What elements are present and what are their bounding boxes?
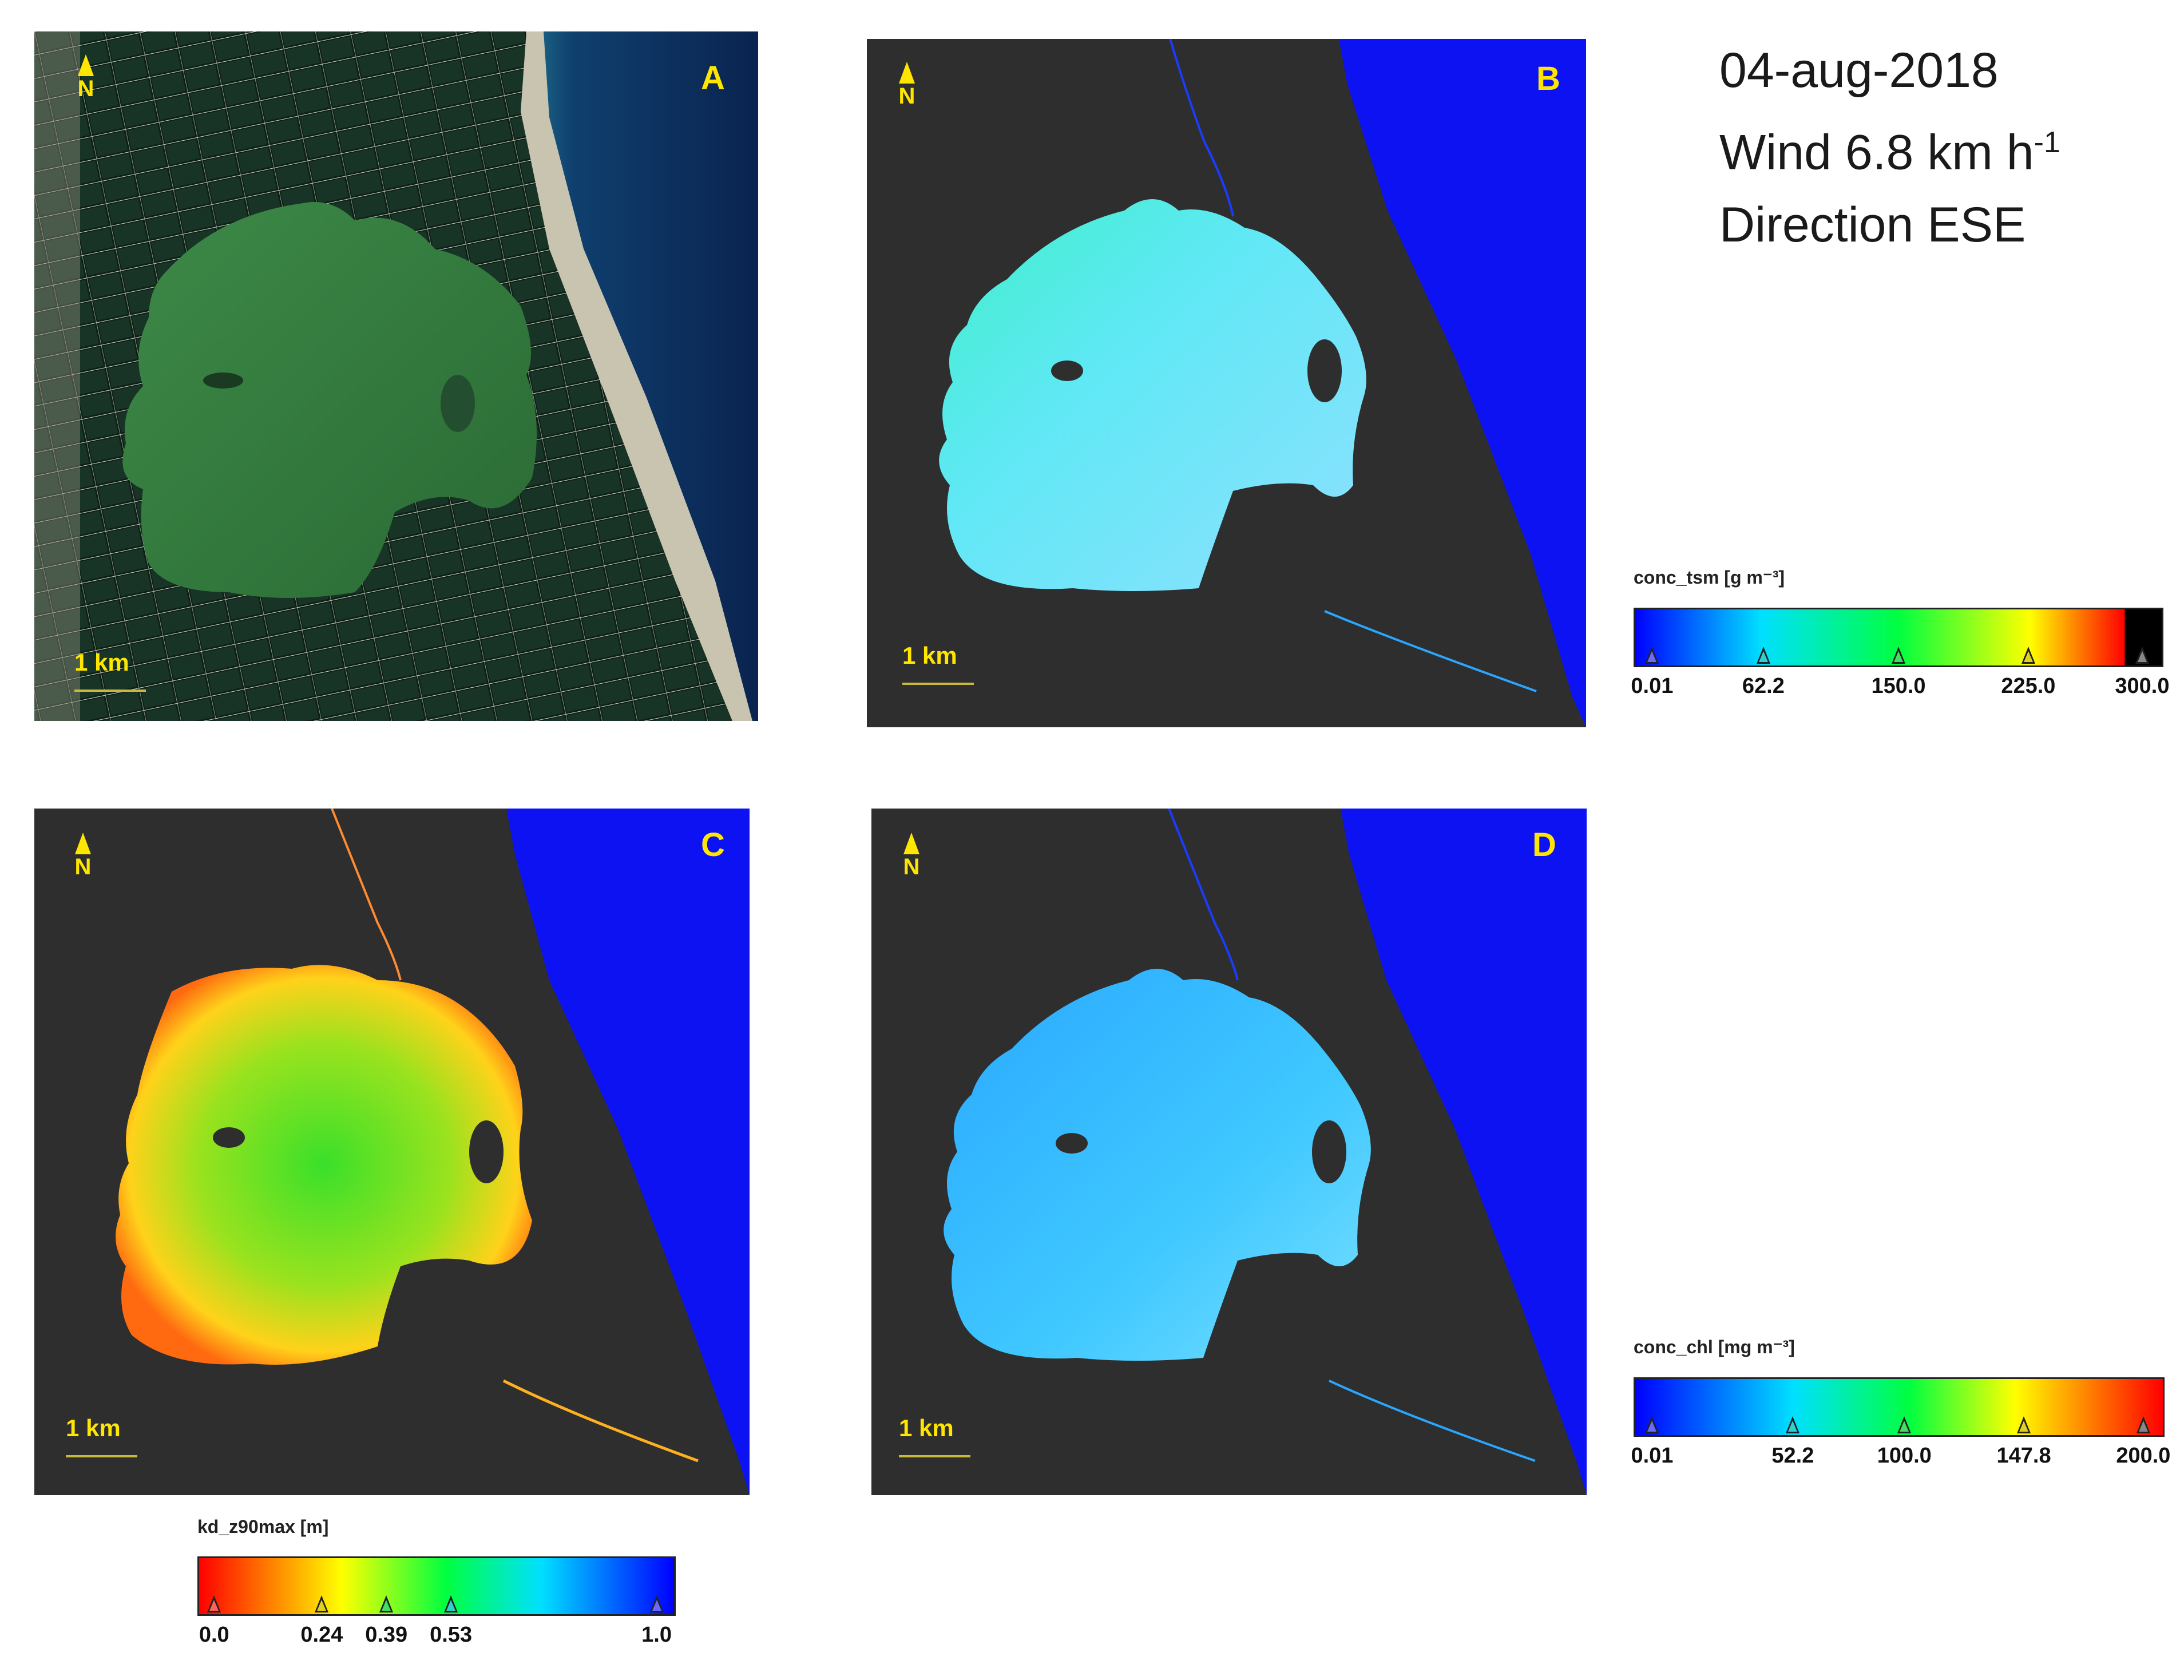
north-arrow-icon <box>75 833 91 854</box>
acquisition-info: 04-aug-2018 Wind 6.8 km h-1 Direction ES… <box>1719 34 2060 261</box>
scale-bar-d: 1 km <box>899 1415 970 1457</box>
legend-chl-ticks: 0.01 52.2 100.0 147.8 200.0 <box>1631 1416 2170 1485</box>
north-arrow-icon <box>899 62 915 84</box>
legend-tick-marker <box>1892 647 1905 664</box>
legend-chl-title: conc_chl [mg m⁻³] <box>1634 1337 1795 1357</box>
north-label: N <box>74 854 92 879</box>
legend-tick-label: 1.0 <box>641 1623 672 1647</box>
legend-tick-marker <box>444 1595 458 1612</box>
legend-tick-label: 147.8 <box>1996 1444 2051 1468</box>
wind-direction: Direction ESE <box>1719 197 2026 252</box>
north-arrow-c: N <box>66 833 100 879</box>
scale-label: 1 km <box>74 649 129 676</box>
tsm-map <box>867 39 1586 727</box>
north-arrow-icon <box>78 54 94 76</box>
legend-tick-label: 0.39 <box>365 1623 408 1647</box>
panel-c-label: C <box>701 826 725 863</box>
legend-tick-label: 225.0 <box>2001 674 2056 698</box>
wind-speed-exponent: -1 <box>2034 126 2060 159</box>
legend-kd-title: kd_z90max [m] <box>197 1516 329 1537</box>
legend-tick-label: 0.01 <box>1631 1444 1674 1468</box>
legend-tick-label: 200.0 <box>2116 1444 2171 1468</box>
panel-c-kd-map: N C 1 km <box>34 809 750 1495</box>
panel-a-satellite: N A 1 km <box>34 31 758 721</box>
legend-tick-marker <box>315 1595 329 1612</box>
legend-tsm-title: conc_tsm [g m⁻³] <box>1634 567 1785 588</box>
legend-tick-label: 0.0 <box>199 1623 229 1647</box>
legend-tick-marker <box>2135 647 2149 664</box>
scale-bar-line <box>899 1455 970 1457</box>
legend-tick-label: 0.24 <box>300 1623 343 1647</box>
scale-bar-a: 1 km <box>74 649 146 692</box>
legend-tick-label: 0.53 <box>430 1623 473 1647</box>
legend-tick-marker <box>207 1595 221 1612</box>
legend-tick-label: 62.2 <box>1742 674 1785 698</box>
legend-tsm: conc_tsm [g m⁻³] 0.01 62.2 150.0 225.0 300.0 <box>1631 566 2170 715</box>
legend-tick-marker <box>2017 1416 2031 1433</box>
wind-speed-text: Wind 6.8 km h <box>1719 125 2034 180</box>
legend-tick-label: 300.0 <box>2115 674 2170 698</box>
legend-tick-label: 0.01 <box>1631 674 1674 698</box>
chl-map <box>871 809 1587 1495</box>
legend-tick-marker <box>379 1595 394 1612</box>
scale-bar-b: 1 km <box>902 643 974 685</box>
north-label: N <box>903 854 920 879</box>
legend-tick-marker <box>2136 1416 2150 1433</box>
legend-tick-marker <box>1786 1416 1800 1433</box>
north-label: N <box>77 76 94 101</box>
north-label: N <box>898 84 915 109</box>
legend-tick-marker <box>1645 647 1659 664</box>
north-arrow-d: N <box>894 833 929 879</box>
north-arrow-a: N <box>69 54 103 101</box>
panel-a-label: A <box>701 60 725 97</box>
acquisition-date: 04-aug-2018 <box>1719 43 1999 98</box>
legend-kd-colorbar <box>197 1556 676 1616</box>
panel-d-label: D <box>1532 826 1556 863</box>
legend-kd-ticks: 0.0 0.24 0.39 0.53 1.0 <box>197 1595 676 1664</box>
legend-tick-marker <box>1645 1416 1659 1433</box>
scale-bar-line <box>74 690 146 692</box>
legend-tick-marker <box>2021 647 2035 664</box>
scale-label: 1 km <box>902 642 957 669</box>
wind-speed: Wind 6.8 km h-1 <box>1719 106 2060 189</box>
legend-kd: kd_z90max [m] 0.0 0.24 0.39 0.53 1.0 <box>197 1516 684 1665</box>
legend-tsm-ticks: 0.01 62.2 150.0 225.0 300.0 <box>1631 647 2170 715</box>
legend-tick-label: 150.0 <box>1871 674 1926 698</box>
scale-label: 1 km <box>66 1414 121 1441</box>
legend-tick-marker <box>1897 1416 1912 1433</box>
north-arrow-b: N <box>890 62 924 109</box>
panel-b-tsm-map: N B 1 km <box>867 39 1586 727</box>
scale-bar-c: 1 km <box>66 1415 137 1457</box>
kd-map <box>34 809 750 1495</box>
legend-tick-marker <box>649 1595 664 1612</box>
scale-bar-line <box>902 683 974 685</box>
legend-chl: conc_chl [mg m⁻³] 0.01 52.2 100.0 147.8 200.… <box>1631 1336 2170 1485</box>
satellite-map <box>34 31 758 721</box>
scale-bar-line <box>66 1455 137 1457</box>
panel-b-label: B <box>1536 60 1560 97</box>
legend-tick-label: 100.0 <box>1877 1444 1932 1468</box>
legend-tick-label: 52.2 <box>1771 1444 1814 1468</box>
panel-d-chl-map: N D 1 km <box>871 809 1587 1495</box>
scale-label: 1 km <box>899 1414 954 1441</box>
north-arrow-icon <box>903 833 919 854</box>
legend-tick-marker <box>1756 647 1770 664</box>
